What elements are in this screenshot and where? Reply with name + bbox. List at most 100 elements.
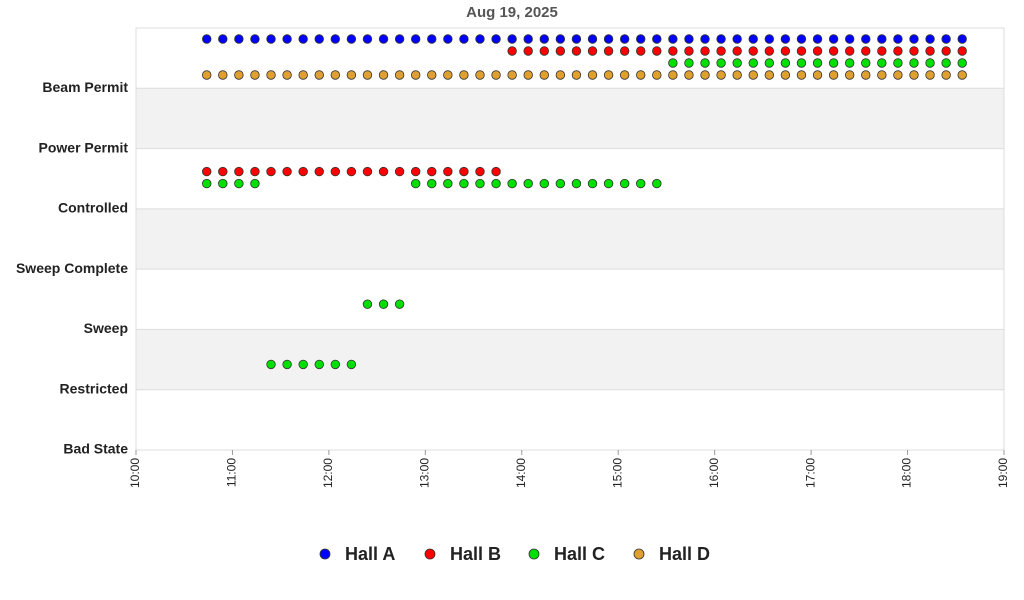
point [475,178,485,189]
point [877,34,887,44]
point [828,58,839,68]
point [475,166,485,177]
point [700,34,710,44]
point [684,34,694,44]
point [218,34,228,44]
point [346,359,357,370]
y-tick-label: Bad State [63,441,128,457]
point [877,58,887,68]
point [266,359,276,370]
x-tick-label: 13:00 [418,458,432,488]
point [925,46,935,56]
point [378,34,389,44]
y-tick-label: Beam Permit [42,79,128,95]
point [764,58,775,68]
point [668,70,678,80]
legend-label: Hall C [554,544,605,564]
point [314,166,324,177]
point [330,359,341,370]
point [684,46,694,56]
point [459,178,469,189]
point [636,70,646,80]
point [314,359,324,370]
point [523,70,533,80]
point [555,70,566,80]
point [893,34,903,44]
point [218,178,228,189]
point [394,34,405,44]
point [394,166,405,177]
point [828,46,839,56]
legend-marker [319,548,331,560]
point [861,58,871,68]
point [925,70,935,80]
point [941,34,951,44]
x-tick-label: 17:00 [803,458,817,488]
x-tick-label: 15:00 [610,458,624,488]
point [362,299,373,309]
point [780,46,791,56]
point [555,178,566,189]
point [732,70,742,80]
point [748,46,758,56]
point [587,178,598,189]
point [539,46,549,56]
point [909,46,919,56]
point [796,46,807,56]
band [136,88,1004,149]
point [234,34,244,44]
point [732,34,742,44]
point [410,166,421,177]
y-tick-label: Controlled [58,200,128,216]
point [587,34,598,44]
point [298,359,308,370]
point [410,178,421,189]
point [443,34,453,44]
point [298,70,308,80]
point [587,46,598,56]
point [603,178,614,189]
point [282,359,292,370]
point [491,70,501,80]
point [507,46,517,56]
point [925,34,935,44]
point [571,34,582,44]
point [314,70,324,80]
band [136,208,1004,270]
x-tick-label: 14:00 [514,458,528,488]
point [427,178,437,189]
band [136,329,1004,390]
point [523,34,533,44]
legend-label: Hall D [659,544,710,564]
point [250,178,260,189]
point [748,58,758,68]
point [700,70,710,80]
point [378,70,389,80]
point [812,58,823,68]
point [234,166,244,177]
legend-label: Hall B [450,544,501,564]
point [427,70,437,80]
band [136,28,1004,89]
point [298,34,308,44]
point [410,34,421,44]
point [748,34,758,44]
point [957,70,967,80]
point [459,70,469,80]
point [282,34,292,44]
x-tick-label: 16:00 [707,458,721,488]
point [202,70,212,80]
x-tick-label: 12:00 [321,458,335,488]
point [844,46,855,56]
band [136,269,1004,330]
point [780,34,791,44]
band [136,389,1004,450]
point [266,166,276,177]
point [812,70,823,80]
legend-marker [528,548,540,560]
point [491,178,501,189]
point [893,46,903,56]
point [941,46,951,56]
point [475,70,485,80]
point [652,70,662,80]
